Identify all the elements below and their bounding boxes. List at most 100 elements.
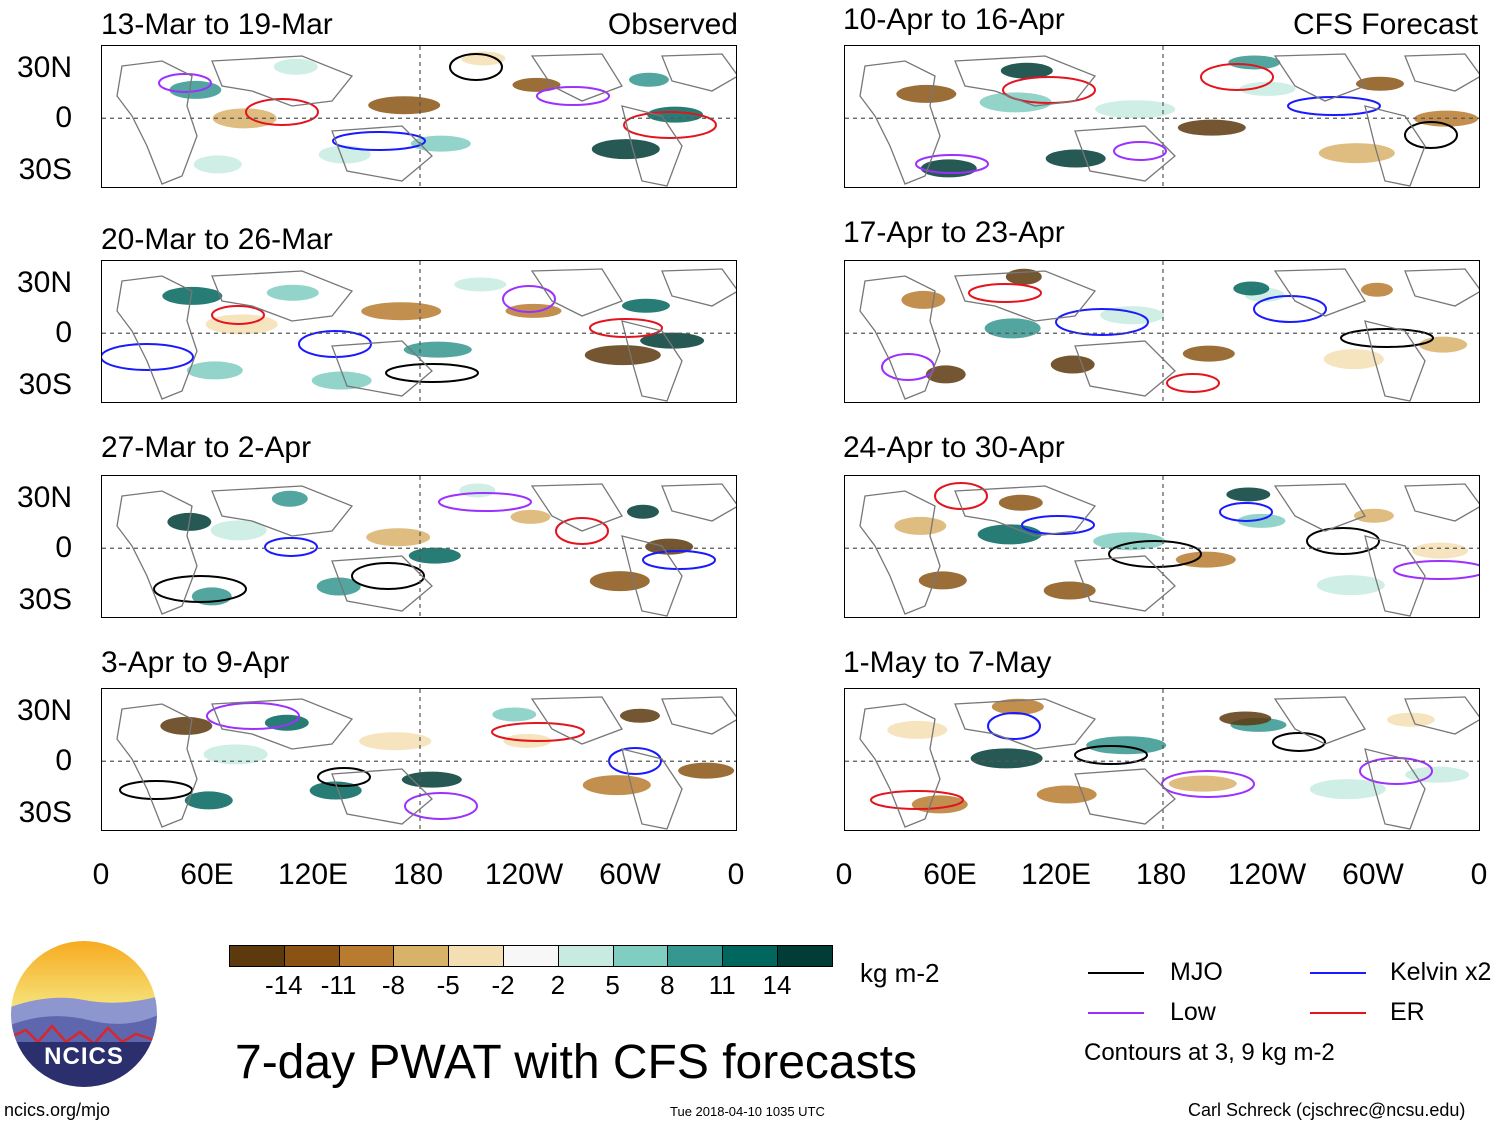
anomaly-patch [621,298,670,313]
anomaly-patch [896,84,957,103]
coastline [530,53,623,102]
anomaly-patch [1045,149,1106,168]
observed-map-3 [101,475,737,618]
footer-url[interactable]: ncics.org/mjo [4,1100,111,1120]
coastline [954,270,1097,322]
anomaly-patch [316,577,361,596]
anomaly-patch [1386,712,1435,727]
anomaly-patch [894,516,947,535]
colorbar-swatch [448,945,504,967]
anomaly-patch [273,58,318,75]
lon-label-fcst-3: 180 [1135,858,1187,891]
contour-line [1404,121,1458,149]
anomaly-patch [1182,345,1235,362]
anomaly-patch [401,771,462,788]
lat-label-30n: 30N [16,51,72,84]
contour-line [987,712,1041,740]
anomaly-patch [1355,76,1404,91]
anomaly-patch [582,775,651,796]
coastline [1364,748,1426,830]
colorbar-tick-label: -14 [265,970,303,1000]
legend-label-low: Low [1170,998,1216,1026]
colorbar-tick-label: -5 [436,970,460,1000]
anomaly-patch [1093,532,1166,551]
anomaly-patch [271,490,308,507]
anomaly-patch [1360,282,1393,297]
contour-line [438,492,532,512]
forecast-map-4 [844,688,1480,831]
anomaly-patch [1095,100,1176,119]
coastline [1273,483,1366,532]
anomaly-patch [459,483,496,498]
lon-label-obs-4: 120W [484,858,564,891]
contour-line [1113,141,1167,161]
anomaly-patch [169,80,222,99]
anomaly-patch [640,332,705,349]
lon-label-fcst-6: 0 [1470,858,1488,891]
coastline [331,340,433,397]
anomaly-patch [920,159,977,178]
legend-label-kelvin: Kelvin x2 [1390,958,1492,986]
anomaly-patch [366,528,431,547]
panel-title-obs-1: 13-Mar to 19-Mar [101,8,333,41]
coastline [116,490,198,615]
anomaly-patch [979,92,1052,113]
coastline [530,268,623,317]
main-title: 7-day PWAT with CFS forecasts [235,1036,917,1089]
colorbar-tick-label: 2 [550,970,566,1000]
coastline [530,483,623,532]
anomaly-patch [1226,487,1271,502]
contour-line [1021,515,1095,535]
coastline [621,105,683,187]
coastline [1273,53,1366,102]
coastline [1074,768,1176,825]
anomaly-patch [410,135,471,152]
colorbar-unit: kg m-2 [860,958,940,988]
coastline [116,703,198,828]
anomaly-patch [991,698,1044,715]
colorbar-tick-label: 11 [708,970,736,1000]
coastline [1364,320,1426,402]
coastline [1074,555,1176,612]
anomaly-patch [311,371,372,390]
coastline [1404,53,1479,92]
coastline [859,275,941,400]
coastline [859,490,941,615]
panel-title-fcst-4: 1-May to 7-May [843,646,1052,679]
contour-line [404,792,478,820]
anomaly-patch [628,72,669,87]
coastline [1404,696,1479,735]
forecast-label: CFS Forecast [1292,8,1478,41]
forecast-map-1 [844,45,1480,188]
contour-line [1306,527,1380,555]
coastline [211,485,354,537]
anomaly-patch [318,145,371,164]
anomaly-patch [359,732,432,751]
anomaly-patch [1323,349,1384,370]
contour-line [298,330,372,358]
footer-timestamp: Tue 2018-04-10 1035 UTC [670,1104,825,1119]
coastline [1404,483,1479,522]
legend-line-mjo [1088,972,1144,974]
coastline [1364,105,1426,187]
lat-label-30n: 30N [16,481,72,514]
anomaly-patch [193,155,242,174]
anomaly-patch [1353,508,1394,523]
colorbar-swatch [612,945,669,967]
coastline [661,696,736,735]
colorbar-swatch [667,945,724,967]
coastline [1074,340,1176,397]
anomaly-patch [1036,785,1097,804]
lat-label-30s: 30S [18,368,72,401]
colorbar-tick-label: 14 [762,970,792,1000]
contour-line [555,517,609,545]
contour-line [158,73,212,93]
anomaly-patch [1239,81,1296,96]
contour-line [153,575,247,603]
anomaly-patch [368,96,441,115]
contour-line [642,550,716,570]
panel-title-fcst-1: 10-Apr to 16-Apr [843,3,1065,36]
anomaly-patch [361,302,442,321]
contour-line [623,111,717,139]
coastline [211,270,354,322]
